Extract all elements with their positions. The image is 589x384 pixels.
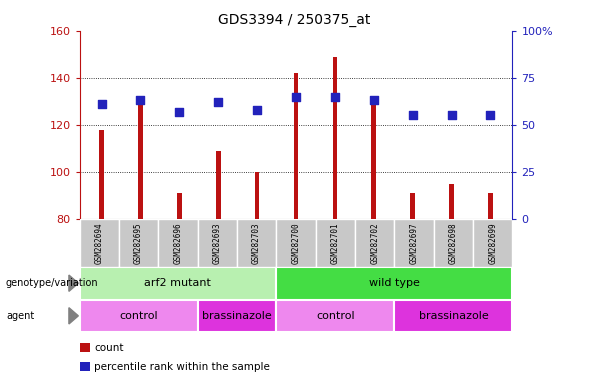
Text: percentile rank within the sample: percentile rank within the sample — [94, 362, 270, 372]
Bar — [395, 219, 434, 267]
Bar — [177, 193, 181, 219]
Point — [330, 94, 340, 100]
Text: count: count — [94, 343, 124, 353]
Text: GSM282701: GSM282701 — [331, 222, 340, 264]
Bar — [434, 219, 473, 267]
Text: GSM282694: GSM282694 — [95, 222, 104, 264]
Text: GSM282696: GSM282696 — [173, 222, 183, 264]
Text: genotype/variation: genotype/variation — [6, 278, 98, 288]
Text: GSM282697: GSM282697 — [409, 222, 419, 264]
Text: GSM282698: GSM282698 — [449, 222, 458, 264]
Point — [369, 97, 379, 103]
Bar — [449, 184, 454, 219]
Point — [486, 112, 495, 118]
Bar — [372, 101, 376, 219]
Bar — [237, 219, 276, 267]
Polygon shape — [69, 308, 78, 324]
Text: GSM282700: GSM282700 — [292, 222, 300, 264]
Text: brassinazole: brassinazole — [202, 311, 272, 321]
Bar — [99, 129, 104, 219]
Text: GSM282702: GSM282702 — [370, 222, 379, 264]
Point — [174, 109, 184, 115]
Bar — [355, 219, 395, 267]
Bar — [276, 300, 395, 332]
Bar — [80, 300, 197, 332]
Bar — [80, 267, 276, 300]
Bar — [333, 56, 337, 219]
Bar — [395, 300, 512, 332]
Polygon shape — [69, 275, 78, 291]
Bar — [197, 219, 237, 267]
Text: control: control — [316, 311, 355, 321]
Point — [408, 112, 418, 118]
Bar — [119, 219, 158, 267]
Bar — [411, 193, 415, 219]
Bar — [80, 219, 119, 267]
Text: brassinazole: brassinazole — [419, 311, 488, 321]
Point — [213, 99, 223, 105]
Bar — [276, 219, 316, 267]
Point — [135, 97, 145, 103]
Text: wild type: wild type — [369, 278, 420, 288]
Bar — [255, 172, 259, 219]
Text: GSM282703: GSM282703 — [252, 222, 261, 264]
Text: GSM282693: GSM282693 — [213, 222, 222, 264]
Text: GDS3394 / 250375_at: GDS3394 / 250375_at — [219, 13, 370, 27]
Bar — [276, 267, 512, 300]
Bar — [158, 219, 197, 267]
Text: agent: agent — [6, 311, 34, 321]
Bar — [216, 151, 220, 219]
Text: GSM282699: GSM282699 — [488, 222, 497, 264]
Bar — [488, 193, 493, 219]
Text: control: control — [119, 311, 158, 321]
Bar — [294, 73, 298, 219]
Point — [252, 107, 262, 113]
Text: arf2 mutant: arf2 mutant — [144, 278, 211, 288]
Bar — [138, 101, 143, 219]
Bar — [473, 219, 512, 267]
Bar — [316, 219, 355, 267]
Bar — [197, 300, 276, 332]
Point — [447, 112, 456, 118]
Text: GSM282695: GSM282695 — [134, 222, 143, 264]
Point — [291, 94, 300, 100]
Point — [97, 101, 106, 107]
